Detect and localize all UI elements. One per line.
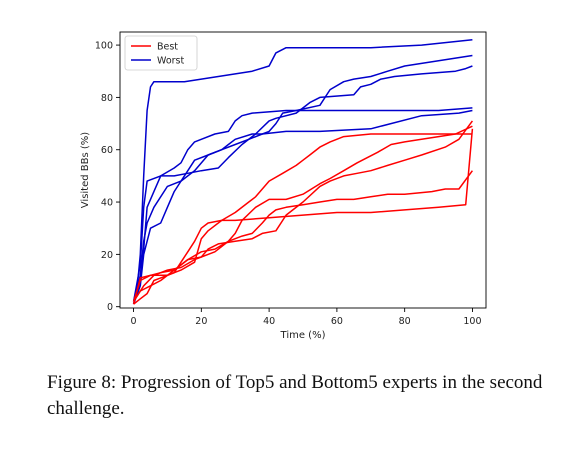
series-layer [132,39,474,305]
y-tick-label: 20 [101,250,113,261]
y-tick-label: 40 [101,198,113,209]
legend-label-best: Best [157,42,178,53]
chart-svg: 0 20 40 60 80 100 0 20 40 60 80 100 Time (%) Visite… [80,31,487,341]
x-tick-label: 40 [263,316,275,327]
x-tick-label: 80 [399,316,411,327]
legend-label-worst: Worst [157,56,185,67]
legend-box [124,35,198,71]
x-tick-label: 60 [331,316,343,327]
y-tick-label: 80 [101,93,113,104]
figure-caption: Figure 8: Progression of Top5 and Bottom… [47,372,543,419]
series-line-worst-5 [132,109,473,305]
series-line-worst-3 [132,65,473,305]
x-tick-label: 0 [131,316,137,327]
series-line-best-7 [132,133,473,305]
plot-frame [119,31,487,309]
series-line-best-10 [132,170,474,302]
ticks-layer: 0 20 40 60 80 100 0 20 40 60 80 100 [95,41,482,327]
x-axis-title: Time (%) [280,330,326,341]
series-line-worst-2 [132,107,473,302]
y-tick-label: 60 [101,145,113,156]
series-line-best-8 [132,120,474,302]
series-line-best-6 [133,128,474,305]
series-line-worst-4 [132,54,473,302]
series-line-best-9 [132,125,473,302]
y-tick-label: 0 [107,302,113,313]
y-tick-label: 100 [95,41,113,52]
x-tick-label: 20 [195,316,207,327]
y-axis-title: Visited BBs (%) [80,132,91,209]
series-line-worst-1 [132,39,473,305]
legend: Best Worst [124,35,198,71]
x-tick-label: 100 [463,316,481,327]
